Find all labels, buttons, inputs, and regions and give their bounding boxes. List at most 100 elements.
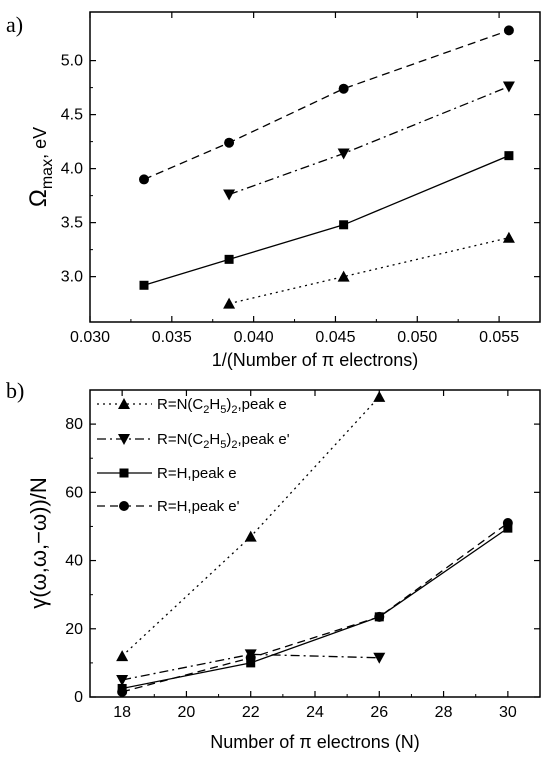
legend-label-part: 2 [231, 439, 237, 451]
data-point [244, 530, 257, 542]
legend-marker [118, 398, 130, 409]
y-tick-label: 5.0 [61, 53, 83, 70]
data-point [338, 83, 349, 94]
data-point [502, 518, 513, 529]
series-1 [223, 81, 515, 201]
y-tick-label: 3.0 [61, 269, 83, 286]
data-point [116, 650, 129, 662]
legend-label-part: H [209, 396, 220, 413]
legend-item: R=N(C2H5)2,peak e [97, 396, 287, 416]
x-tick-label: 0.030 [70, 329, 110, 346]
legend-label: R=N(C2H5)2,peak e' [157, 431, 290, 451]
data-point [223, 189, 236, 201]
series-0 [139, 25, 514, 185]
legend-label-part: H [209, 431, 220, 448]
data-point [116, 674, 129, 686]
legend-label-part: R=N(C [157, 396, 203, 413]
legend-label-part: ) [226, 396, 231, 413]
legend-label-part: 5 [220, 404, 226, 416]
data-point [245, 652, 256, 663]
panel-label: a) [6, 12, 23, 37]
legend-label-part: 2 [231, 404, 237, 416]
x-tick-label: 22 [242, 704, 260, 721]
data-point [504, 151, 514, 161]
data-point [374, 611, 385, 622]
series-line [121, 522, 509, 693]
data-point [224, 254, 234, 264]
y-axis-title: γ(ω,ω,−ω))/N [26, 477, 51, 609]
y-tick-label: 0 [74, 689, 83, 706]
series-3 [117, 518, 513, 697]
x-tick-label: 18 [113, 704, 131, 721]
data-point [139, 174, 149, 185]
legend-marker [119, 468, 129, 478]
data-point [503, 523, 513, 533]
data-point [337, 148, 350, 160]
data-point [139, 280, 149, 290]
legend-label-part: 2 [203, 439, 209, 451]
legend-marker [118, 434, 130, 445]
y-tick-label: 40 [65, 553, 83, 570]
y-axis-title-unit: , eV [30, 127, 50, 159]
x-tick-label: 28 [435, 704, 453, 721]
legend-label-part: ,peak e' [237, 431, 289, 448]
series-0 [116, 390, 386, 662]
y-tick-label: 3.5 [61, 215, 83, 232]
y-tick-label: 20 [65, 621, 83, 638]
series-line [122, 653, 380, 681]
series-line [228, 85, 510, 196]
legend-label-part: R=N(C [157, 431, 203, 448]
y-axis-title-symbol: Ω [25, 189, 52, 207]
y-tick-label: 80 [65, 416, 83, 433]
legend-item: R=H,peak e [97, 465, 237, 482]
x-tick-label: 0.055 [479, 329, 519, 346]
series-line [143, 29, 510, 181]
legend-label-part: R=H,peak e [157, 465, 237, 482]
legend: R=N(C2H5)2,peak eR=N(C2H5)2,peak e'R=H,p… [97, 396, 290, 515]
legend-label: R=H,peak e [157, 465, 237, 482]
x-tick-label: 20 [178, 704, 196, 721]
plot-frame [89, 11, 541, 323]
legend-label-part: ) [226, 431, 231, 448]
data-point [246, 658, 256, 668]
data-point [503, 25, 514, 36]
legend-item: R=N(C2H5)2,peak e' [97, 431, 290, 451]
series-line [122, 527, 509, 690]
legend-marker [119, 501, 129, 511]
data-point [373, 652, 386, 664]
legend-item: R=H,peak e' [97, 498, 240, 515]
data-point [373, 390, 386, 402]
x-tick-label: 0.050 [397, 329, 437, 346]
data-point [117, 686, 128, 697]
x-tick-label: 30 [499, 704, 517, 721]
y-axis-title-subscript: max [39, 159, 56, 189]
series-2 [139, 151, 514, 290]
y-tick-label: 60 [65, 484, 83, 501]
legend-label-part: 2 [203, 404, 209, 416]
series-3 [223, 231, 515, 309]
x-tick-label: 26 [370, 704, 388, 721]
x-axis-title: Number of π electrons (N) [210, 732, 419, 752]
x-tick-label: 0.045 [315, 329, 355, 346]
y-tick-label: 4.0 [61, 161, 83, 178]
panel-label: b) [6, 378, 24, 403]
legend-label-part: 5 [220, 439, 226, 451]
data-point [224, 137, 235, 148]
x-tick-label: 24 [306, 704, 324, 721]
legend-label-part: R=H,peak e' [157, 498, 240, 515]
y-axis-title: Ωmax, eV [25, 127, 56, 207]
x-tick-label: 0.035 [152, 329, 192, 346]
y-tick-label: 4.5 [61, 107, 83, 124]
data-point [223, 297, 236, 309]
legend-label-part: ,peak e [237, 396, 286, 413]
series-2 [117, 523, 513, 693]
x-axis-title: 1/(Number of π electrons) [212, 350, 419, 370]
chart-panel-a: 0.030 0.035 0.040 0.045 0.050 0.055 3.0 3.5 4.0 4… [6, 11, 541, 370]
data-point [502, 231, 515, 243]
data-point [502, 81, 515, 93]
series-line [143, 155, 510, 286]
data-point [339, 220, 349, 230]
series-line [228, 237, 510, 305]
